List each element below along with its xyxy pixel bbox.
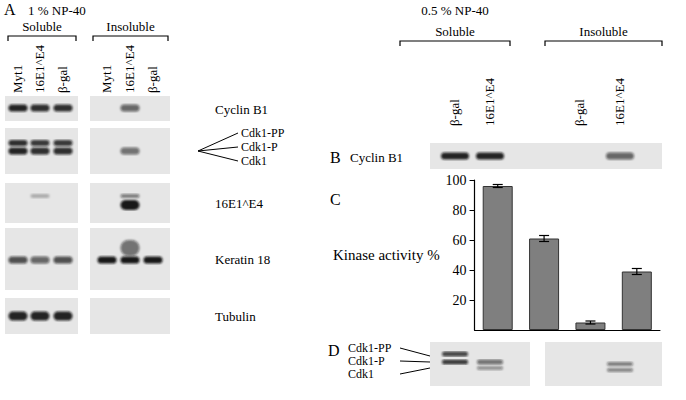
svg-text:Myt1: Myt1: [99, 65, 114, 93]
svg-text:β-gal: β-gal: [145, 66, 160, 93]
svg-text:Cyclin B1: Cyclin B1: [350, 150, 403, 165]
svg-text:16E1^E4: 16E1^E4: [482, 78, 497, 126]
svg-text:1 % NP-40: 1 % NP-40: [28, 3, 86, 18]
svg-text:0.5 % NP-40: 0.5 % NP-40: [421, 3, 489, 18]
svg-text:80: 80: [453, 203, 467, 218]
svg-text:Insoluble: Insoluble: [579, 24, 628, 39]
svg-text:Cdk1: Cdk1: [241, 154, 267, 168]
svg-text:20: 20: [453, 293, 467, 308]
svg-text:Cdk1-PP: Cdk1-PP: [348, 341, 392, 355]
svg-text:Myt1: Myt1: [10, 65, 25, 93]
svg-text:Cdk1-P: Cdk1-P: [241, 140, 278, 154]
svg-text:16E1^E4: 16E1^E4: [612, 78, 627, 126]
svg-text:16E1^E4: 16E1^E4: [32, 45, 47, 93]
svg-text:β-gal: β-gal: [447, 99, 462, 126]
svg-text:Tubulin: Tubulin: [215, 309, 256, 324]
svg-text:Cyclin B1: Cyclin B1: [215, 102, 268, 117]
svg-text:40: 40: [453, 263, 467, 278]
svg-text:D: D: [328, 342, 340, 359]
svg-text:Keratin 18: Keratin 18: [215, 252, 270, 267]
svg-text:β-gal: β-gal: [55, 66, 70, 93]
svg-text:Kinase activity %: Kinase activity %: [333, 247, 440, 263]
svg-text:Soluble: Soluble: [435, 24, 475, 39]
svg-text:B: B: [330, 149, 341, 166]
svg-text:Insoluble: Insoluble: [106, 19, 155, 34]
svg-text:60: 60: [453, 233, 467, 248]
svg-text:A: A: [4, 1, 16, 18]
svg-text:100: 100: [446, 173, 467, 188]
svg-text:Cdk1-P: Cdk1-P: [348, 354, 385, 368]
svg-text:Cdk1-PP: Cdk1-PP: [241, 126, 285, 140]
svg-text:β-gal: β-gal: [572, 99, 587, 126]
svg-text:16E1^E4: 16E1^E4: [215, 196, 263, 211]
svg-text:Soluble: Soluble: [22, 19, 62, 34]
svg-text:Cdk1: Cdk1: [348, 367, 374, 381]
svg-text:C: C: [330, 191, 341, 208]
svg-text:16E1^E4: 16E1^E4: [122, 45, 137, 93]
